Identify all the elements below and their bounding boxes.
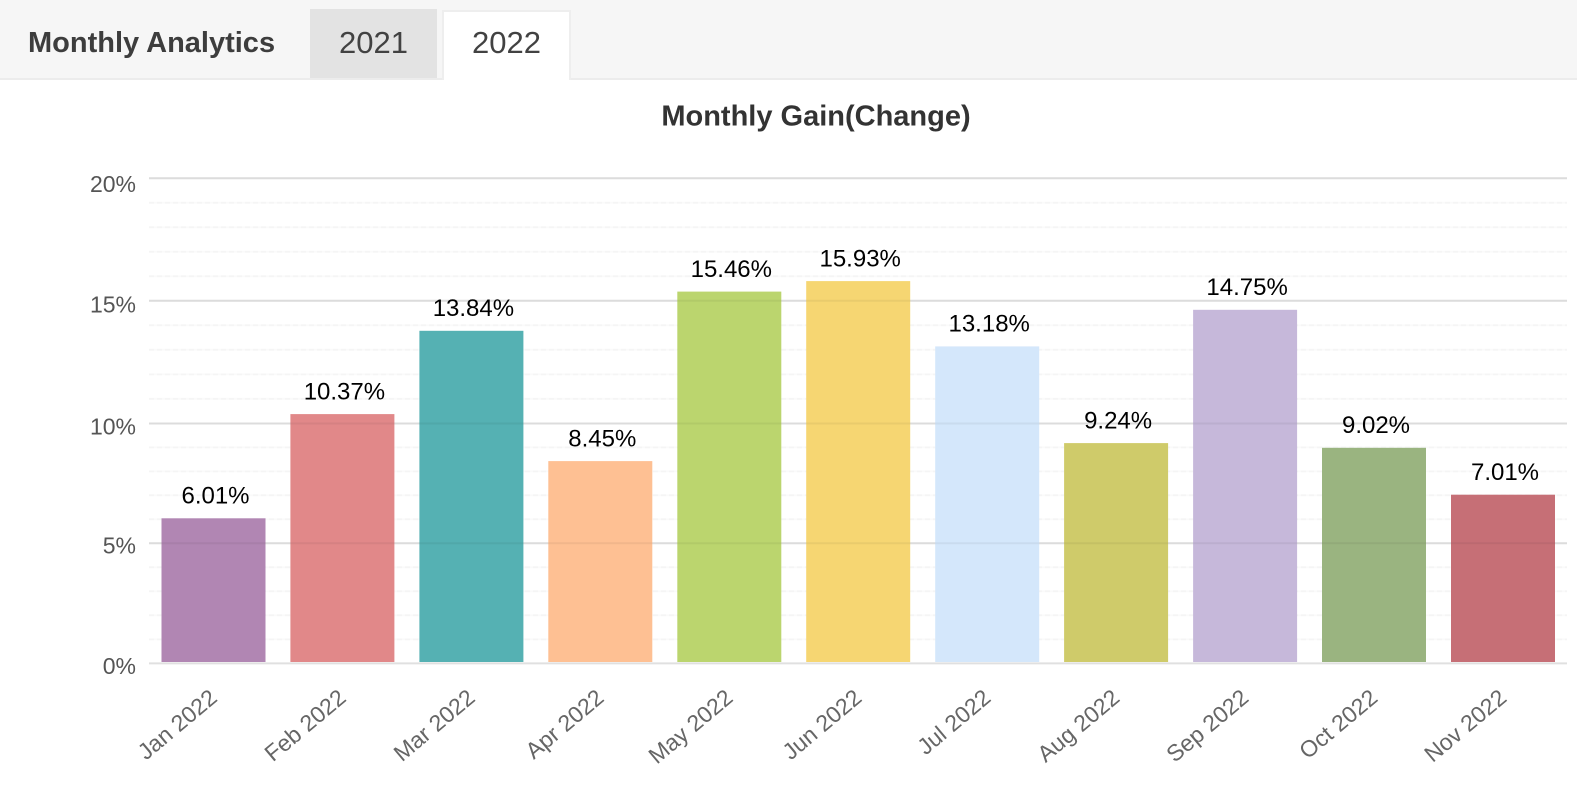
svg-text:Jun 2022: Jun 2022	[777, 684, 866, 765]
svg-text:7.01%: 7.01%	[1471, 459, 1539, 486]
svg-text:20%: 20%	[90, 171, 136, 197]
svg-text:10.37%: 10.37%	[304, 378, 385, 405]
svg-text:13.18%: 13.18%	[948, 311, 1029, 338]
svg-text:Sep 2022: Sep 2022	[1161, 684, 1253, 767]
svg-text:Jan 2022: Jan 2022	[133, 684, 222, 765]
svg-text:10%: 10%	[90, 414, 136, 440]
svg-text:Oct 2022: Oct 2022	[1294, 684, 1382, 764]
svg-text:8.45%: 8.45%	[568, 425, 636, 452]
svg-text:9.24%: 9.24%	[1084, 407, 1152, 434]
svg-text:9.02%: 9.02%	[1342, 412, 1410, 439]
svg-text:May 2022: May 2022	[643, 684, 737, 769]
svg-text:0%: 0%	[103, 653, 136, 679]
svg-text:2021: 2021	[339, 25, 408, 60]
svg-text:Feb 2022: Feb 2022	[259, 684, 350, 766]
svg-text:15.93%: 15.93%	[819, 245, 900, 272]
svg-text:Aug 2022: Aug 2022	[1032, 684, 1124, 767]
svg-text:2022: 2022	[472, 25, 541, 60]
svg-text:5%: 5%	[103, 533, 136, 559]
svg-text:15.46%: 15.46%	[691, 256, 772, 283]
svg-text:13.84%: 13.84%	[433, 295, 514, 322]
svg-text:14.75%: 14.75%	[1206, 274, 1287, 301]
svg-text:Mar 2022: Mar 2022	[388, 684, 479, 766]
svg-text:Jul 2022: Jul 2022	[912, 684, 995, 760]
svg-text:Monthly Gain(Change): Monthly Gain(Change)	[661, 101, 970, 133]
svg-text:15%: 15%	[90, 292, 136, 318]
svg-text:6.01%: 6.01%	[181, 483, 249, 510]
svg-text:Apr 2022: Apr 2022	[520, 684, 608, 764]
svg-text:Nov 2022: Nov 2022	[1419, 684, 1511, 767]
svg-text:Monthly Analytics: Monthly Analytics	[28, 27, 275, 59]
